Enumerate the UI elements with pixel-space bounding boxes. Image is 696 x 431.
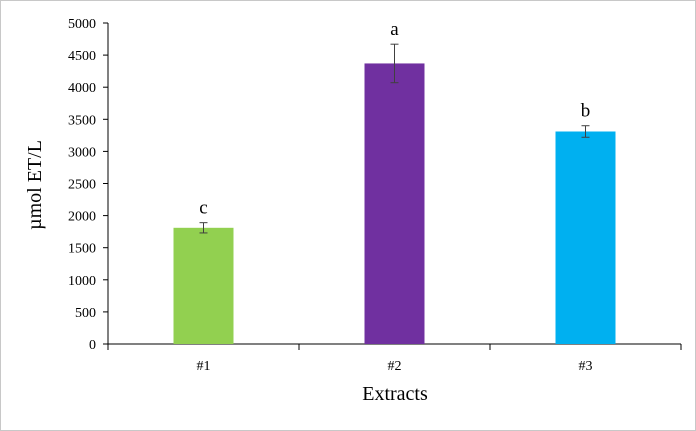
y-tick-label: 1000 (68, 274, 96, 289)
bars: c a b (173, 19, 616, 345)
bar (364, 63, 425, 345)
x-tick-label: #2 (388, 359, 402, 374)
bar (173, 227, 234, 344)
y-axis: 0 500 1000 1500 2000 2500 3000 3500 4000 4500 5000 (68, 17, 109, 353)
y-tick-label: 5000 (68, 17, 96, 32)
y-tick-label: 500 (75, 306, 96, 321)
x-tick-label: #3 (579, 359, 593, 374)
y-tick-label: 0 (89, 338, 96, 353)
y-tick-label: 1500 (68, 242, 96, 257)
x-tick-label: #1 (197, 359, 211, 374)
y-tick-label: 2000 (68, 210, 96, 225)
x-axis: #1 #2 #3 (107, 343, 682, 374)
significance-label: c (199, 198, 207, 219)
bar (555, 131, 616, 344)
y-tick-label: 4000 (68, 81, 96, 96)
y-tick-label: 3500 (68, 113, 96, 128)
significance-label: b (581, 101, 591, 122)
y-axis-title: µmol ET/L (24, 140, 46, 230)
y-tick-label: 2500 (68, 178, 96, 193)
significance-label: a (390, 19, 399, 40)
x-axis-title: Extracts (362, 383, 428, 405)
y-tick-label: 3000 (68, 145, 96, 160)
y-tick-label: 4500 (68, 49, 96, 64)
